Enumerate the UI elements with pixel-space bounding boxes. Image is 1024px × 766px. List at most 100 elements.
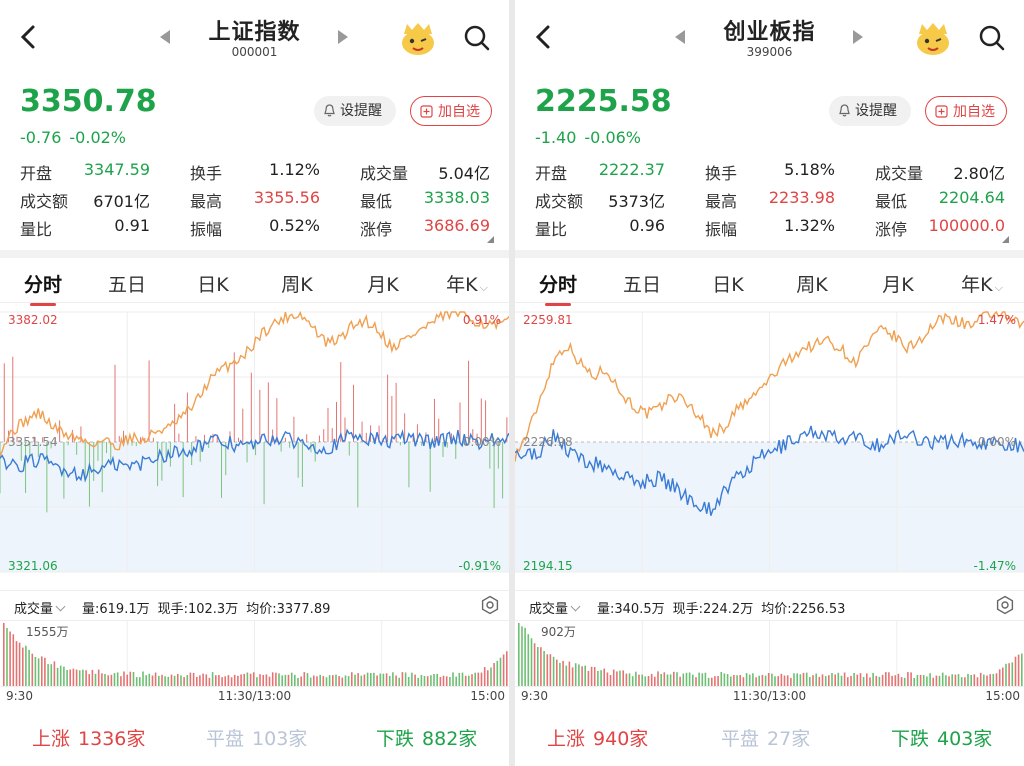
volume-bar — [669, 674, 672, 686]
volume-bar — [660, 674, 662, 686]
tab-3[interactable]: 周K — [777, 270, 847, 297]
tab-0[interactable]: 分时 — [8, 270, 78, 306]
volume-bar — [379, 673, 382, 686]
volume-bar — [366, 672, 369, 686]
volume-bar — [186, 675, 189, 686]
next-index-arrow-icon[interactable] — [338, 30, 348, 44]
tab-0[interactable]: 分时 — [523, 270, 593, 306]
volume-bar — [856, 674, 859, 686]
volume-bar — [88, 674, 90, 686]
set-alert-button[interactable]: 设提醒 — [314, 96, 396, 126]
y-axis-low-label: 2194.15 — [523, 559, 573, 573]
add-watchlist-label: 加自选 — [953, 104, 995, 120]
volume-bar — [1014, 656, 1017, 686]
prev-index-arrow-icon[interactable] — [160, 30, 170, 44]
decliners-label: 下跌 — [376, 728, 415, 750]
intraday-chart[interactable]: 2259.81 2226.98 2194.15 1.47% 0.00% -1.47% — [515, 304, 1024, 588]
stat-value: 0.52% — [269, 216, 320, 235]
volume-bar — [199, 675, 201, 686]
stat-value: 3347.59 — [83, 160, 150, 179]
volume-bar — [445, 676, 448, 686]
chevron-down-icon — [55, 601, 66, 612]
tab-5[interactable]: 年K ⌵ — [432, 270, 502, 297]
search-icon[interactable] — [463, 24, 491, 52]
search-icon[interactable] — [978, 24, 1006, 52]
volume-bar — [635, 671, 637, 686]
volume-bar — [145, 675, 147, 686]
volume-bar — [452, 672, 454, 686]
volume-bar — [243, 673, 245, 686]
tab-5[interactable]: 年K ⌵ — [947, 270, 1017, 297]
stat-label: 振幅 — [705, 220, 738, 239]
set-alert-button[interactable]: 设提醒 — [829, 96, 911, 126]
chevron-down-icon — [570, 601, 581, 612]
stat-label: 量比 — [535, 220, 568, 239]
stat-label: 成交额 — [20, 192, 69, 211]
tab-1[interactable]: 五日 — [92, 270, 162, 297]
bell-icon — [324, 104, 335, 117]
volume-bar — [730, 676, 732, 686]
volume-bar — [790, 677, 792, 686]
settings-hex-icon[interactable] — [480, 595, 500, 615]
tab-2[interactable]: 日K — [693, 270, 763, 297]
volume-bar — [82, 669, 84, 686]
volume-bar — [47, 664, 49, 686]
plus-box-icon — [935, 105, 948, 118]
stat-label: 振幅 — [190, 220, 223, 239]
volume-bar — [69, 669, 71, 686]
decliners-count: 403家 — [937, 728, 993, 750]
volume-bar — [290, 672, 293, 686]
tab-3[interactable]: 周K — [262, 270, 332, 297]
prev-index-arrow-icon[interactable] — [675, 30, 685, 44]
volume-bar — [549, 654, 552, 686]
volume-bar — [164, 676, 166, 686]
tab-2[interactable]: 日K — [178, 270, 248, 297]
price-line — [515, 310, 1024, 462]
tab-1[interactable]: 五日 — [607, 270, 677, 297]
mascot-icon[interactable] — [913, 18, 953, 58]
back-arrow-icon[interactable] — [531, 22, 557, 52]
tab-4[interactable]: 月K — [863, 270, 933, 297]
volume-bar — [66, 670, 68, 686]
intraday-chart[interactable]: 3382.02 3351.54 3321.06 0.91% 0.00% -0.91% — [0, 304, 509, 588]
volume-bar — [973, 674, 976, 686]
add-watchlist-button[interactable]: 加自选 — [925, 96, 1007, 126]
volume-bar — [420, 675, 423, 686]
back-arrow-icon[interactable] — [16, 22, 42, 52]
volume-bar — [237, 675, 239, 686]
stat-label: 换手 — [190, 164, 223, 183]
volume-bar — [196, 676, 198, 686]
volume-bar — [240, 674, 242, 686]
mascot-icon[interactable] — [398, 18, 438, 58]
add-watchlist-button[interactable]: 加自选 — [410, 96, 492, 126]
tab-label: 月K — [367, 274, 399, 296]
volume-bar — [284, 674, 287, 686]
settings-hex-icon[interactable] — [995, 595, 1015, 615]
volume-chart[interactable]: 902万 9:30 11:30/13:00 15:00 — [515, 620, 1024, 712]
volume-bar — [417, 677, 419, 686]
volume-bar — [129, 671, 132, 686]
next-index-arrow-icon[interactable] — [853, 30, 863, 44]
volume-bar — [951, 674, 953, 686]
volume-bar — [357, 673, 359, 686]
volume-toolbar: 成交量 量:619.1万 现手:102.3万 均价:3377.89 — [0, 590, 509, 621]
volume-selector[interactable]: 成交量 — [529, 598, 581, 617]
volume-bar — [926, 676, 928, 686]
volume-bar — [945, 675, 947, 686]
volume-bar — [351, 672, 353, 686]
stat-value: 2204.64 — [938, 188, 1005, 207]
volume-bar — [294, 674, 296, 686]
volume-bar — [647, 676, 650, 686]
time-axis-label: 11:30/13:00 — [218, 689, 291, 703]
volume-selector[interactable]: 成交量 — [14, 598, 66, 617]
volume-info-item: 量:340.5万 — [597, 602, 665, 617]
expand-corner-icon[interactable] — [487, 236, 494, 243]
volume-bar — [120, 676, 122, 686]
volume-bar — [786, 675, 789, 686]
volume-chart[interactable]: 1555万 9:30 11:30/13:00 15:00 — [0, 620, 509, 712]
expand-corner-icon[interactable] — [1002, 236, 1009, 243]
volume-bar — [976, 677, 979, 686]
unchanged-label: 平盘 — [206, 728, 245, 750]
index-code: 399006 — [746, 45, 793, 59]
tab-4[interactable]: 月K — [348, 270, 418, 297]
